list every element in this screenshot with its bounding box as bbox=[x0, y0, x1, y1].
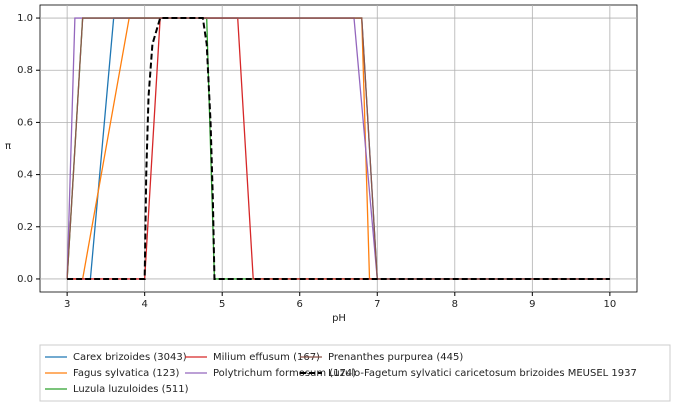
series-line bbox=[66, 17, 610, 280]
x-tick-label: 7 bbox=[374, 299, 380, 310]
x-tick-label: 3 bbox=[64, 299, 70, 310]
y-tick-label: 0.6 bbox=[17, 117, 33, 128]
y-axis-label: π bbox=[5, 141, 11, 152]
x-tick-label: 5 bbox=[219, 299, 225, 310]
y-tick-label: 0.2 bbox=[17, 222, 33, 233]
legend-label: Polytrichum formosum (174) bbox=[213, 368, 356, 379]
y-tick-label: 0.8 bbox=[17, 65, 33, 76]
y-tick-label: 1.0 bbox=[17, 13, 33, 24]
x-tick-label: 4 bbox=[141, 299, 147, 310]
legend-label: Prenanthes purpurea (445) bbox=[328, 352, 463, 363]
series-line bbox=[67, 17, 610, 280]
x-axis-label: pH bbox=[332, 313, 346, 324]
series-line bbox=[66, 17, 610, 280]
y-tick-label: 0.4 bbox=[17, 170, 33, 181]
x-tick-label: 9 bbox=[529, 299, 535, 310]
series-line bbox=[66, 17, 610, 280]
legend-label: Luzula luzuloides (511) bbox=[73, 384, 189, 395]
plot-frame bbox=[39, 4, 638, 293]
x-tick-label: 10 bbox=[603, 299, 616, 310]
x-tick-label: 8 bbox=[452, 299, 458, 310]
series-line bbox=[67, 17, 610, 280]
legend bbox=[39, 344, 671, 402]
legend-label: Milium effusum (167) bbox=[213, 352, 320, 363]
legend-label: Luzulo-Fagetum sylvatici caricetosum bri… bbox=[328, 368, 637, 379]
legend-label: Carex brizoides (3043) bbox=[73, 352, 187, 363]
series-line bbox=[67, 17, 610, 280]
legend-label: Fagus sylvatica (123) bbox=[73, 368, 179, 379]
series-line bbox=[67, 17, 610, 280]
y-tick-label: 0.0 bbox=[17, 274, 33, 285]
x-tick-label: 6 bbox=[297, 299, 303, 310]
